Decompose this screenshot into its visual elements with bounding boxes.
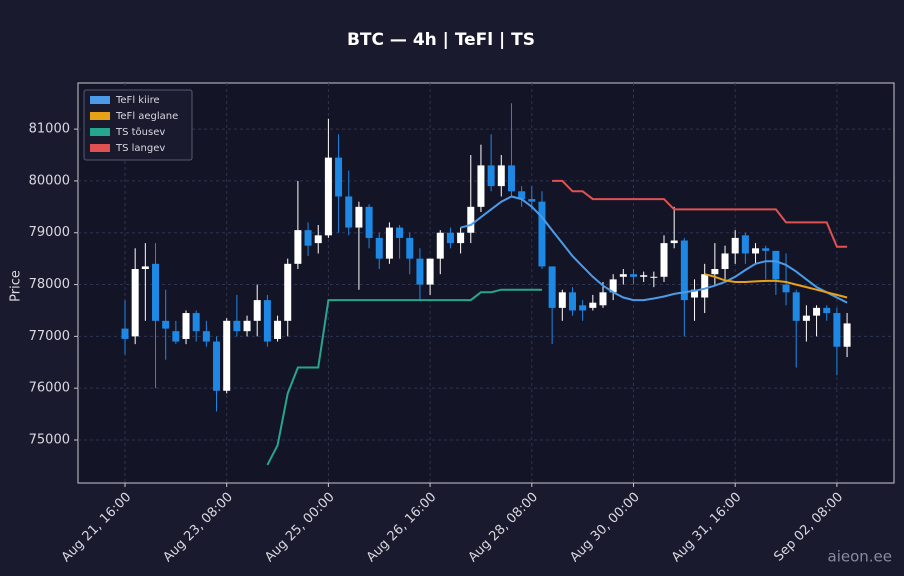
candle-body [131, 269, 139, 337]
candle-body [762, 248, 770, 251]
candle-body [528, 199, 536, 202]
candle-body [202, 331, 210, 342]
candle-body [843, 323, 851, 347]
candle-body [568, 292, 576, 311]
candle-body [599, 292, 607, 306]
candle-body [396, 227, 404, 238]
candle-body [650, 276, 658, 278]
candle-body [243, 320, 251, 332]
y-tick-label: 78000 [29, 277, 70, 292]
candle-body [263, 300, 271, 342]
candle-body [406, 237, 414, 259]
legend-label: TeFl aeglane [115, 111, 178, 122]
legend-swatch [90, 96, 110, 104]
candle-body [741, 235, 749, 254]
candle-body [446, 232, 454, 244]
candle-body [680, 240, 688, 301]
candle-body [385, 227, 393, 259]
candle-body [294, 230, 302, 264]
y-tick-label: 75000 [29, 432, 70, 447]
candle-body [345, 196, 353, 228]
legend-label: TS tõusev [115, 127, 165, 138]
candle-body [416, 258, 424, 285]
candle-body [121, 328, 129, 339]
candle-body [752, 248, 760, 254]
candle-body [813, 307, 821, 316]
candle-body [711, 269, 719, 275]
candle-body [589, 302, 597, 308]
candle-body [152, 263, 160, 321]
candle-body [457, 232, 465, 244]
candle-body [182, 313, 190, 339]
y-axis-label: Price [9, 270, 24, 302]
candle-body [274, 320, 282, 339]
candle-body [223, 320, 231, 391]
watermark: aieon.ee [828, 548, 893, 566]
legend-swatch [90, 128, 110, 136]
candle-body [172, 331, 180, 342]
candle-body [335, 157, 343, 197]
candle-body [304, 230, 312, 246]
legend-label: TeFl kiire [115, 95, 160, 106]
candle-body [609, 279, 617, 293]
candle-body [823, 307, 831, 314]
candle-body [660, 243, 668, 277]
candle-body [802, 315, 810, 321]
candle-body [548, 266, 556, 308]
candle-body [721, 253, 729, 270]
legend-box [83, 89, 193, 161]
candle-body [192, 313, 200, 332]
candle-body [436, 232, 444, 259]
indicator-line [552, 179, 848, 248]
candle-body [487, 165, 495, 187]
candle-body [782, 284, 790, 293]
candle-body [477, 165, 485, 207]
candle-body [324, 157, 332, 236]
candle-body [691, 289, 699, 298]
candle-body [233, 320, 241, 332]
candle-body [314, 235, 322, 244]
plot-area [77, 82, 895, 484]
candle-body [630, 274, 637, 277]
candle-body [833, 313, 841, 347]
chart-title: BTC — 4h | TeFl | TS [347, 30, 535, 50]
indicator-line [460, 195, 848, 304]
candle-body [497, 165, 505, 187]
candle-body [731, 237, 739, 254]
legend-swatch [90, 112, 110, 120]
candle-body [426, 258, 434, 285]
candle-body [640, 275, 648, 277]
candle-body [619, 274, 627, 277]
candle-body [467, 206, 475, 233]
candle-body [518, 191, 526, 200]
candle-body [284, 263, 292, 321]
candle-body [670, 240, 678, 244]
candle-body [772, 250, 780, 280]
indicator-line [266, 288, 542, 466]
legend-label: TS langev [115, 143, 165, 154]
y-tick-label: 76000 [29, 381, 70, 396]
candle-body [507, 165, 515, 192]
indicator-line [704, 273, 848, 299]
candle-body [579, 305, 587, 311]
candle-body [365, 206, 373, 238]
y-tick-label: 80000 [29, 173, 70, 188]
candle-body [355, 206, 363, 228]
candle-body [141, 266, 149, 270]
candle-body [162, 320, 170, 329]
y-tick-label: 81000 [29, 122, 70, 137]
candle-body [558, 292, 566, 308]
candle-body [253, 300, 261, 321]
candle-body [701, 274, 709, 298]
candle-body [792, 292, 800, 321]
legend-swatch [90, 144, 110, 152]
y-tick-label: 79000 [29, 225, 70, 240]
y-tick-label: 77000 [29, 329, 70, 344]
candle-body [375, 237, 383, 259]
candle-body [538, 201, 546, 267]
candle-body [213, 341, 221, 391]
